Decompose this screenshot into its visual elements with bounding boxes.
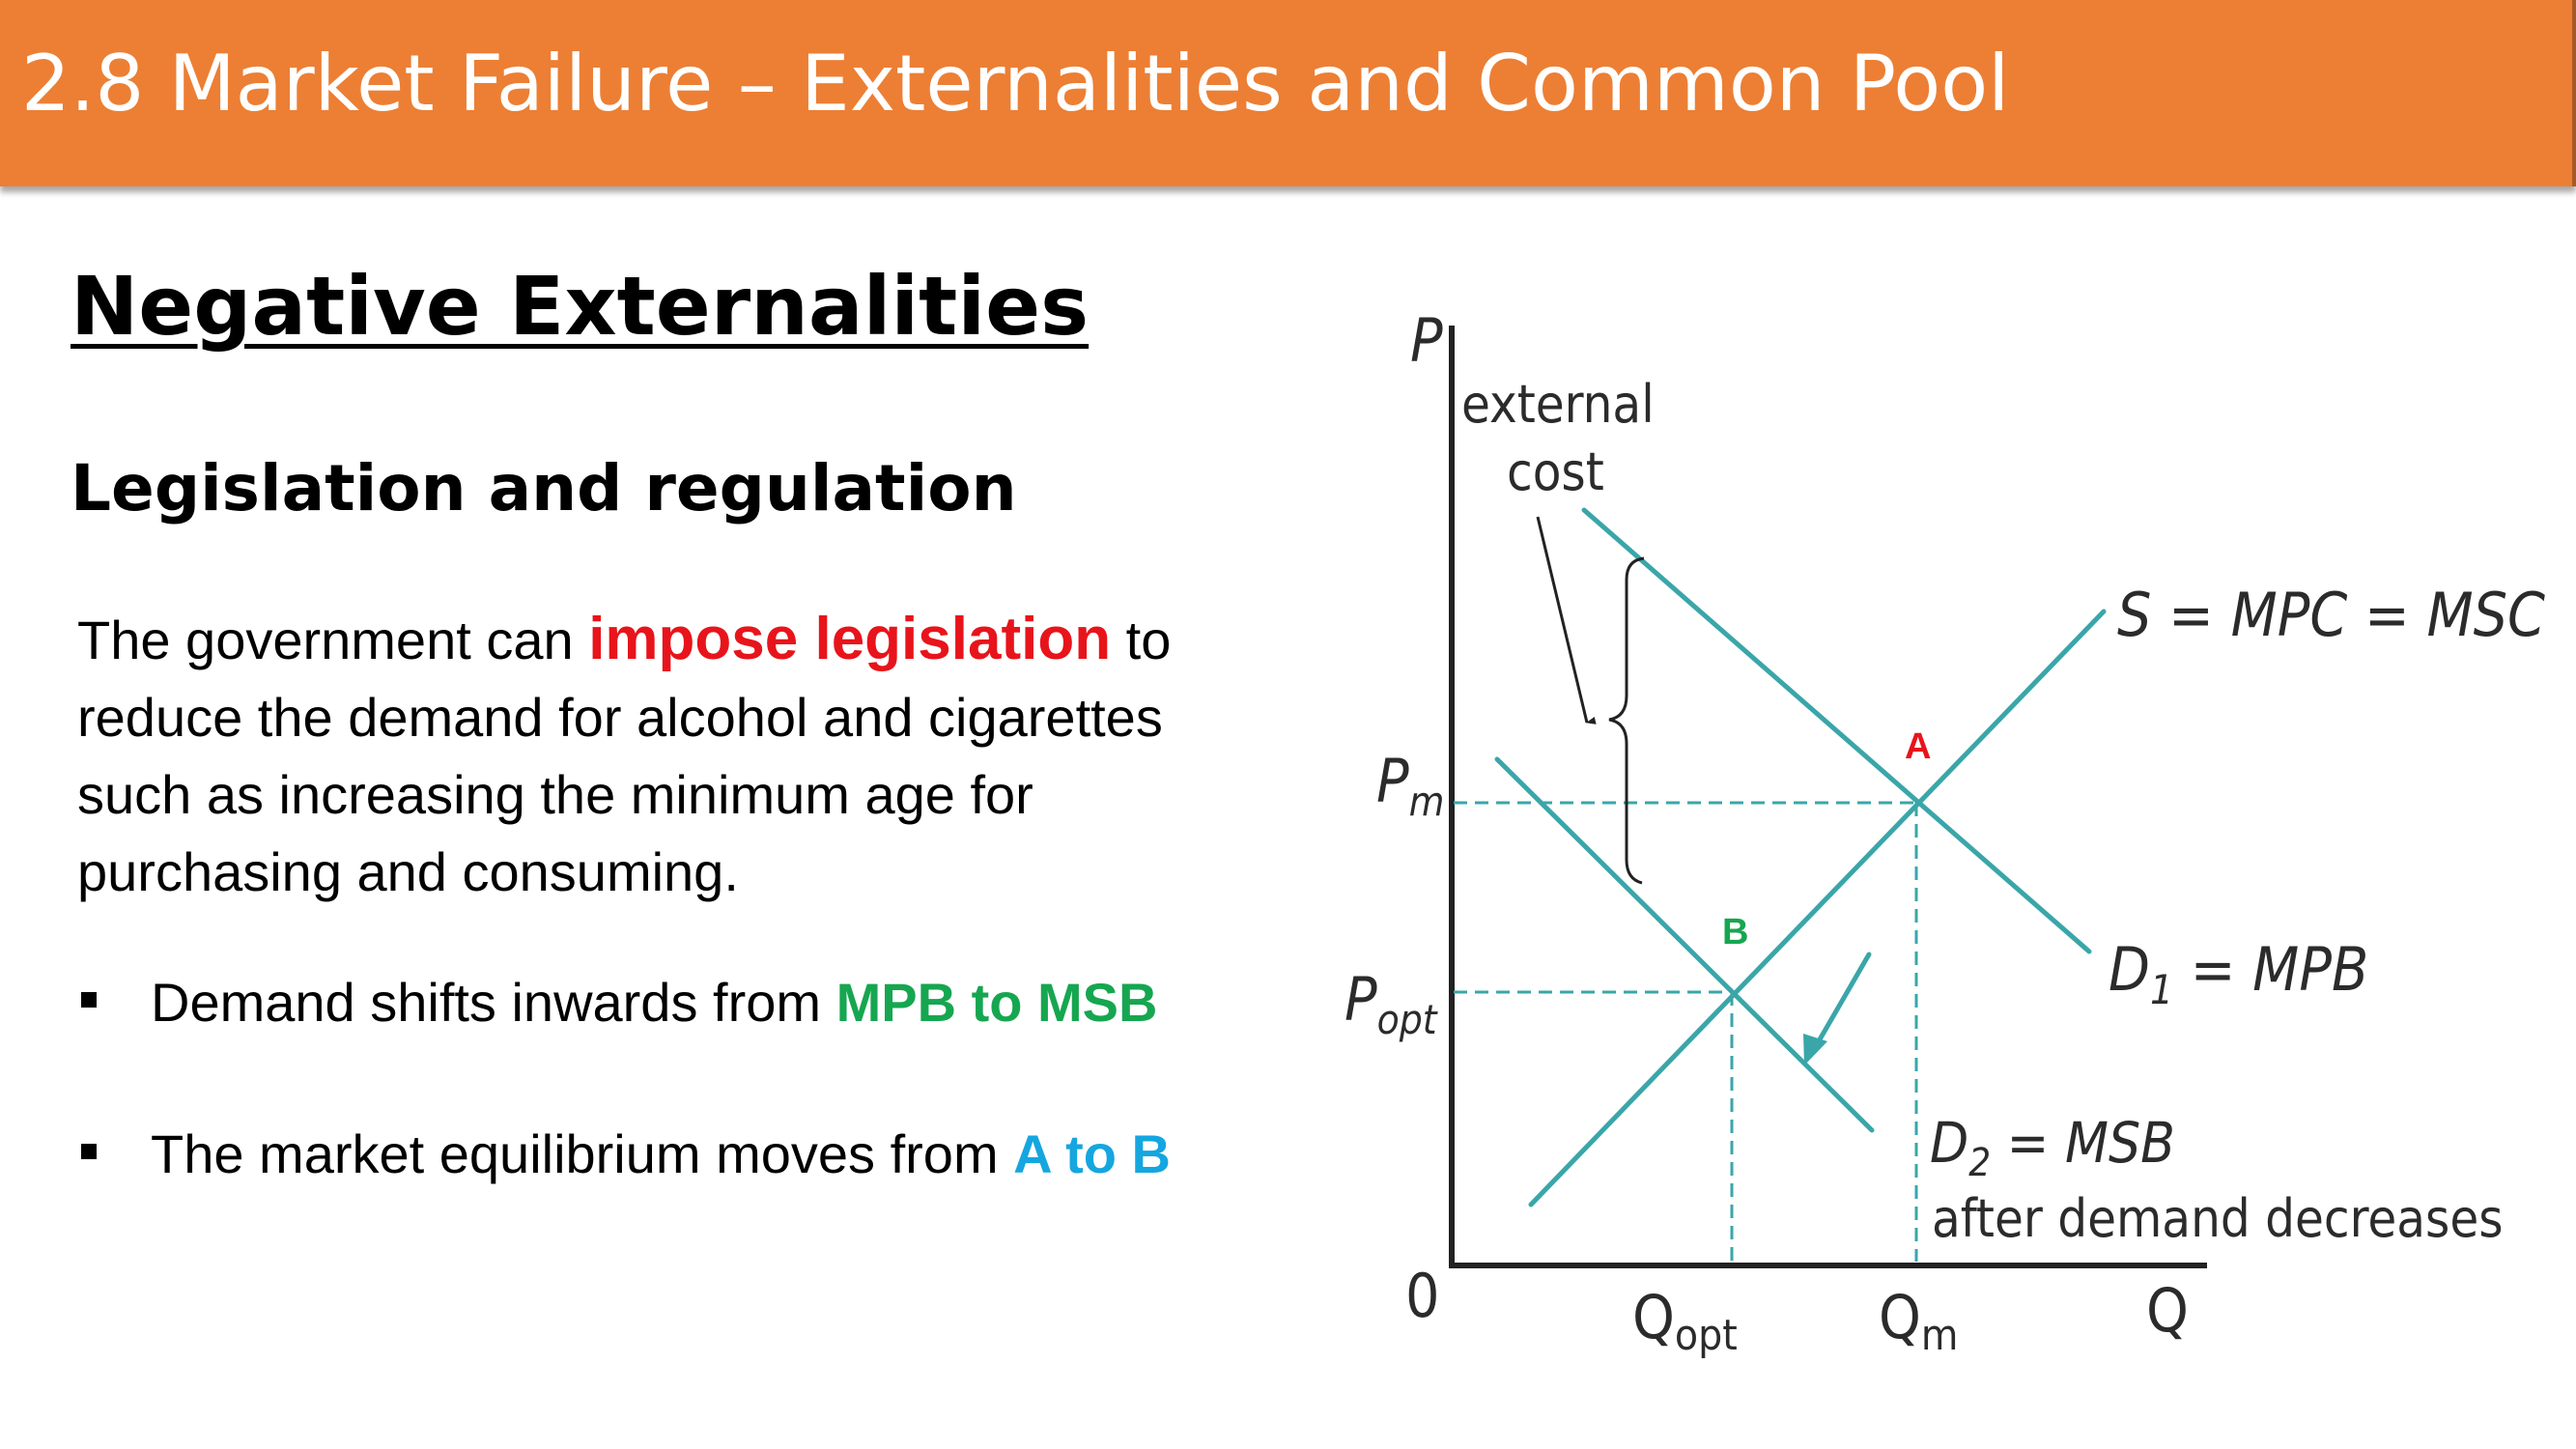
d1-label-sub: 1 [2150, 966, 2173, 1013]
d1-label: D1 = MPB [2109, 934, 2368, 1013]
origin-label: 0 [1405, 1261, 1439, 1331]
popt-label-main: P [1345, 964, 1377, 1035]
d2-label-rest: = MSB [1991, 1110, 2175, 1176]
bullet-item-demand-shift: Demand shifts inwards from MPB to MSB [77, 971, 1333, 1034]
qm-label: Qm [1879, 1282, 1958, 1360]
section-heading: Negative Externalities [71, 259, 1090, 354]
pm-label-sub: m [1409, 778, 1445, 825]
y-axis-label: P [1410, 305, 1443, 376]
paragraph-text-start: The government can [77, 610, 589, 670]
point-a-label: A [1905, 726, 1931, 767]
x-axis-label: Q [2146, 1275, 2189, 1346]
demand-curve-d1 [1581, 507, 2092, 954]
popt-label: Popt [1345, 964, 1438, 1043]
point-b-label: B [1722, 912, 1748, 952]
qm-label-main: Q [1879, 1282, 1921, 1352]
title-bar: 2.8 Market Failure – Externalities and C… [0, 0, 2576, 186]
d2-label-main: D [1930, 1110, 1968, 1176]
paragraph-text-end: to reduce the demand for alcohol and cig… [77, 610, 1172, 902]
qopt-label: Qopt [1632, 1282, 1738, 1360]
paragraph-emphasis: impose legislation [588, 606, 1112, 672]
external-cost-label-line2: cost [1507, 441, 1604, 502]
qm-label-sub: m [1921, 1311, 1959, 1360]
bullet-list: Demand shifts inwards from MPB to MSB Th… [77, 971, 1333, 1185]
external-cost-label-line1: external [1461, 374, 1655, 435]
popt-label-sub: opt [1377, 996, 1438, 1043]
pm-label-main: P [1376, 746, 1409, 816]
bullet-text: Demand shifts inwards from [151, 972, 836, 1033]
demand-curve-d2 [1494, 756, 1875, 1133]
d2-label-sub: 2 [1968, 1141, 1991, 1185]
pm-label: Pm [1376, 746, 1444, 825]
demand-shift-arrow [1803, 952, 1872, 1065]
square-bullet-icon [81, 1144, 97, 1159]
external-cost-arrow [1536, 516, 1597, 724]
qopt-label-sub: opt [1675, 1311, 1738, 1360]
d1-label-main: D [2109, 934, 2150, 1005]
subheading: Legislation and regulation [71, 451, 1017, 526]
bullet-highlight: MPB to MSB [835, 972, 1158, 1033]
slide-title: 2.8 Market Failure – Externalities and C… [21, 39, 2010, 128]
qopt-label-main: Q [1632, 1282, 1675, 1352]
d1-label-rest: = MPB [2173, 934, 2368, 1005]
bullet-highlight: A to B [1013, 1123, 1171, 1184]
bullet-text: The market equilibrium moves from [151, 1123, 1014, 1184]
bullet-item-equilibrium-move: The market equilibrium moves from A to B [77, 1122, 1333, 1185]
supply-label: S = MPC = MSC [2117, 580, 2545, 650]
external-cost-brace [1608, 556, 1645, 885]
d2-note: after demand decreases [1932, 1188, 2504, 1249]
body-paragraph: The government can impose legislation to… [77, 601, 1265, 911]
supply-curve [1528, 609, 2107, 1208]
d2-label: D2 = MSB [1930, 1110, 2175, 1185]
square-bullet-icon [81, 992, 97, 1008]
